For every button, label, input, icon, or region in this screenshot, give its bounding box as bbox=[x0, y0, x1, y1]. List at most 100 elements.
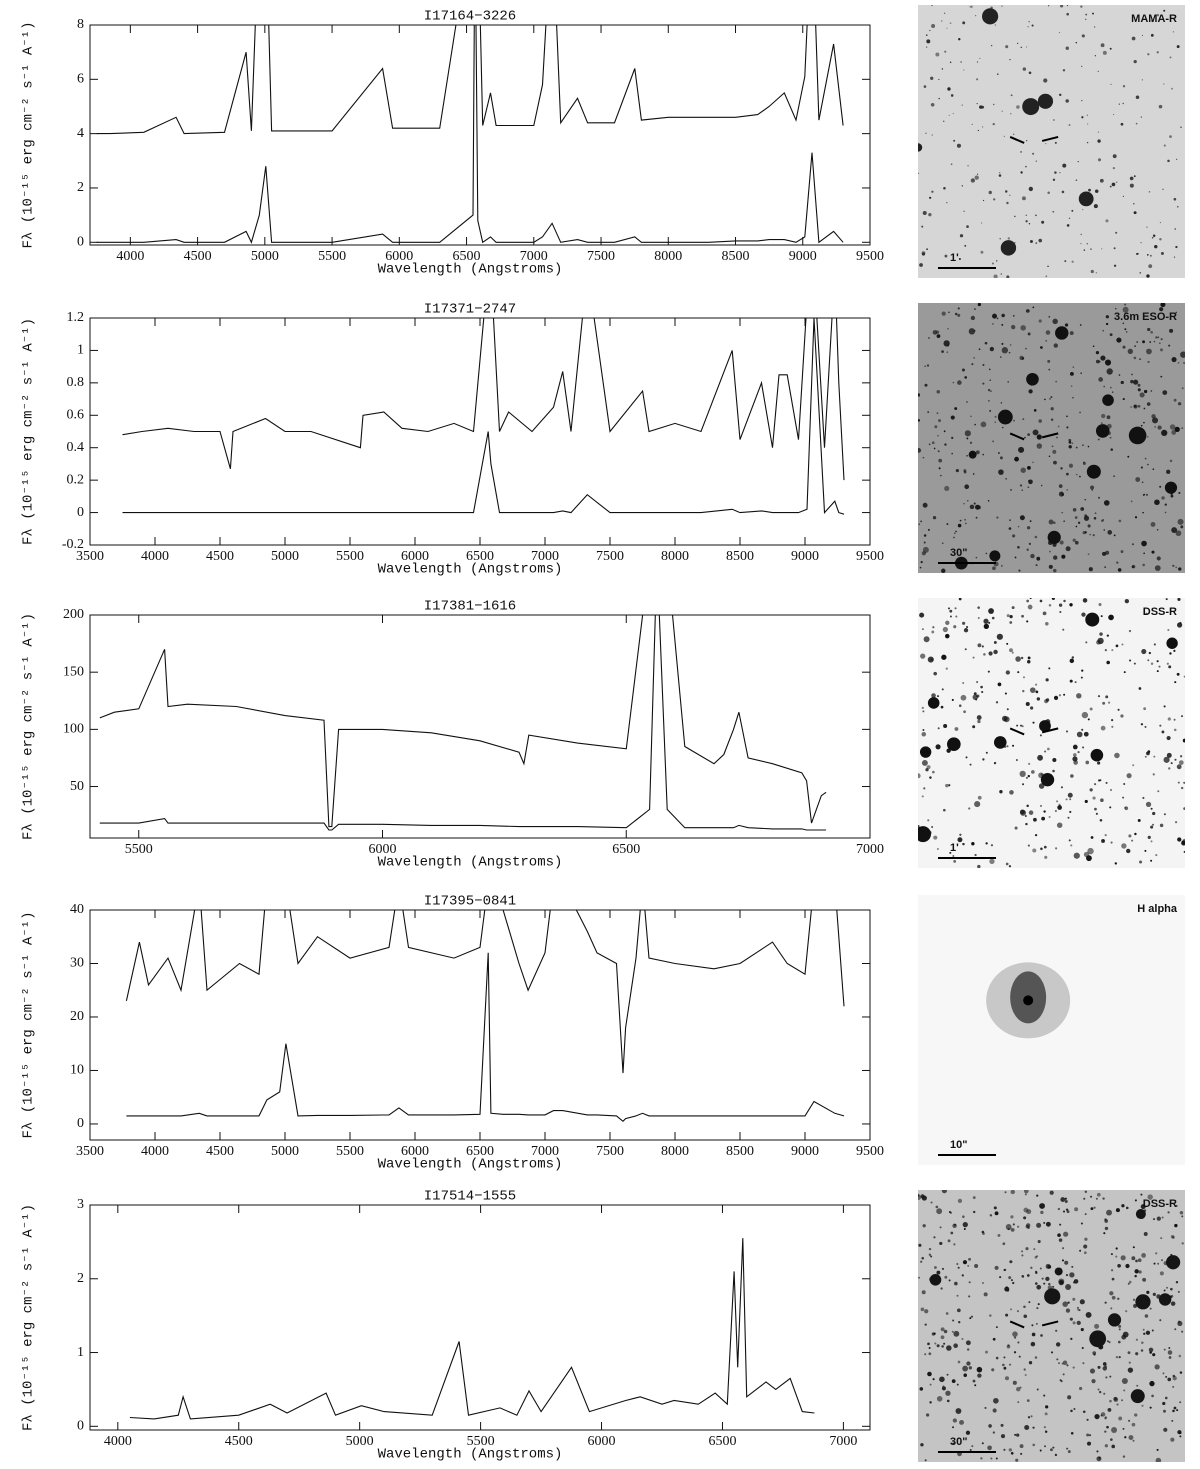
star bbox=[1050, 396, 1053, 399]
star bbox=[972, 694, 978, 700]
star bbox=[1083, 1197, 1086, 1200]
marker bbox=[1041, 1320, 1059, 1327]
star bbox=[1003, 135, 1005, 137]
star bbox=[1159, 1271, 1164, 1276]
star bbox=[1140, 1349, 1144, 1352]
star bbox=[1140, 424, 1143, 427]
star bbox=[1003, 716, 1010, 723]
star bbox=[1167, 159, 1170, 163]
star bbox=[1028, 810, 1034, 815]
star bbox=[995, 1356, 999, 1360]
star bbox=[926, 765, 931, 770]
star bbox=[1179, 1371, 1183, 1374]
star bbox=[1097, 637, 1104, 645]
star bbox=[1017, 1341, 1020, 1344]
star bbox=[935, 52, 940, 57]
star bbox=[1084, 799, 1088, 804]
star bbox=[1139, 860, 1143, 864]
star bbox=[1088, 567, 1093, 572]
y-tick-label: 40 bbox=[70, 902, 84, 917]
star bbox=[996, 260, 998, 262]
star bbox=[1095, 272, 1097, 274]
star bbox=[1125, 1310, 1128, 1313]
bright-star bbox=[982, 8, 999, 25]
star bbox=[936, 1396, 943, 1402]
star bbox=[1171, 1235, 1175, 1239]
star bbox=[992, 1337, 996, 1341]
star bbox=[1047, 359, 1051, 363]
star bbox=[1042, 611, 1047, 616]
star bbox=[1145, 1330, 1151, 1335]
star bbox=[977, 1373, 982, 1378]
star bbox=[1035, 242, 1038, 244]
star bbox=[1117, 1297, 1120, 1300]
y-tick-label: 0 bbox=[77, 1116, 84, 1131]
star bbox=[1106, 1209, 1112, 1216]
star bbox=[1011, 651, 1014, 654]
star bbox=[992, 566, 996, 571]
star bbox=[1173, 728, 1177, 732]
star bbox=[1138, 1270, 1142, 1274]
star bbox=[1174, 426, 1180, 433]
star bbox=[962, 21, 966, 25]
star bbox=[1135, 1352, 1139, 1356]
star bbox=[1045, 678, 1049, 682]
star bbox=[1052, 1285, 1055, 1288]
bright-star bbox=[968, 450, 977, 459]
star bbox=[1183, 362, 1185, 364]
star bbox=[963, 69, 965, 71]
star bbox=[1161, 496, 1165, 500]
star bbox=[1033, 817, 1037, 822]
sky-background bbox=[918, 5, 1185, 278]
star bbox=[963, 1373, 967, 1377]
star bbox=[1152, 1218, 1156, 1221]
star bbox=[935, 1205, 939, 1209]
star bbox=[918, 393, 921, 397]
star bbox=[1047, 747, 1050, 751]
star bbox=[1150, 33, 1154, 37]
star bbox=[1148, 1347, 1154, 1353]
star bbox=[949, 22, 952, 24]
star bbox=[1015, 758, 1018, 762]
star bbox=[1081, 669, 1084, 672]
star bbox=[929, 29, 931, 32]
y-tick-label: 8 bbox=[77, 17, 84, 32]
star bbox=[1029, 240, 1033, 243]
star bbox=[991, 616, 995, 620]
bright-star bbox=[927, 697, 940, 709]
star bbox=[1133, 404, 1137, 408]
x-tick-label: 5000 bbox=[271, 549, 299, 564]
star bbox=[1028, 479, 1030, 482]
star bbox=[1040, 484, 1043, 487]
star bbox=[1156, 660, 1159, 663]
star bbox=[1105, 219, 1109, 223]
star bbox=[1009, 648, 1013, 653]
star bbox=[1180, 755, 1183, 758]
star bbox=[1149, 254, 1152, 257]
star bbox=[1035, 214, 1037, 217]
star bbox=[1090, 836, 1094, 839]
star bbox=[969, 441, 973, 444]
star bbox=[941, 1345, 944, 1348]
star bbox=[918, 773, 921, 779]
star bbox=[1114, 752, 1120, 759]
star bbox=[1141, 1253, 1146, 1258]
star bbox=[927, 1371, 932, 1377]
star bbox=[1068, 463, 1074, 468]
star bbox=[999, 1276, 1002, 1279]
star bbox=[1123, 671, 1126, 674]
star bbox=[933, 447, 936, 450]
star bbox=[1062, 1210, 1066, 1213]
star bbox=[926, 248, 929, 251]
star bbox=[1073, 1407, 1076, 1410]
star bbox=[1154, 426, 1156, 428]
star bbox=[946, 202, 948, 204]
bright-star bbox=[1039, 720, 1051, 732]
star bbox=[1059, 5, 1064, 8]
star bbox=[997, 452, 1000, 454]
star bbox=[963, 502, 965, 505]
star bbox=[982, 758, 985, 761]
sky-background bbox=[918, 1190, 1185, 1462]
star bbox=[992, 1431, 996, 1434]
star bbox=[1040, 346, 1043, 349]
